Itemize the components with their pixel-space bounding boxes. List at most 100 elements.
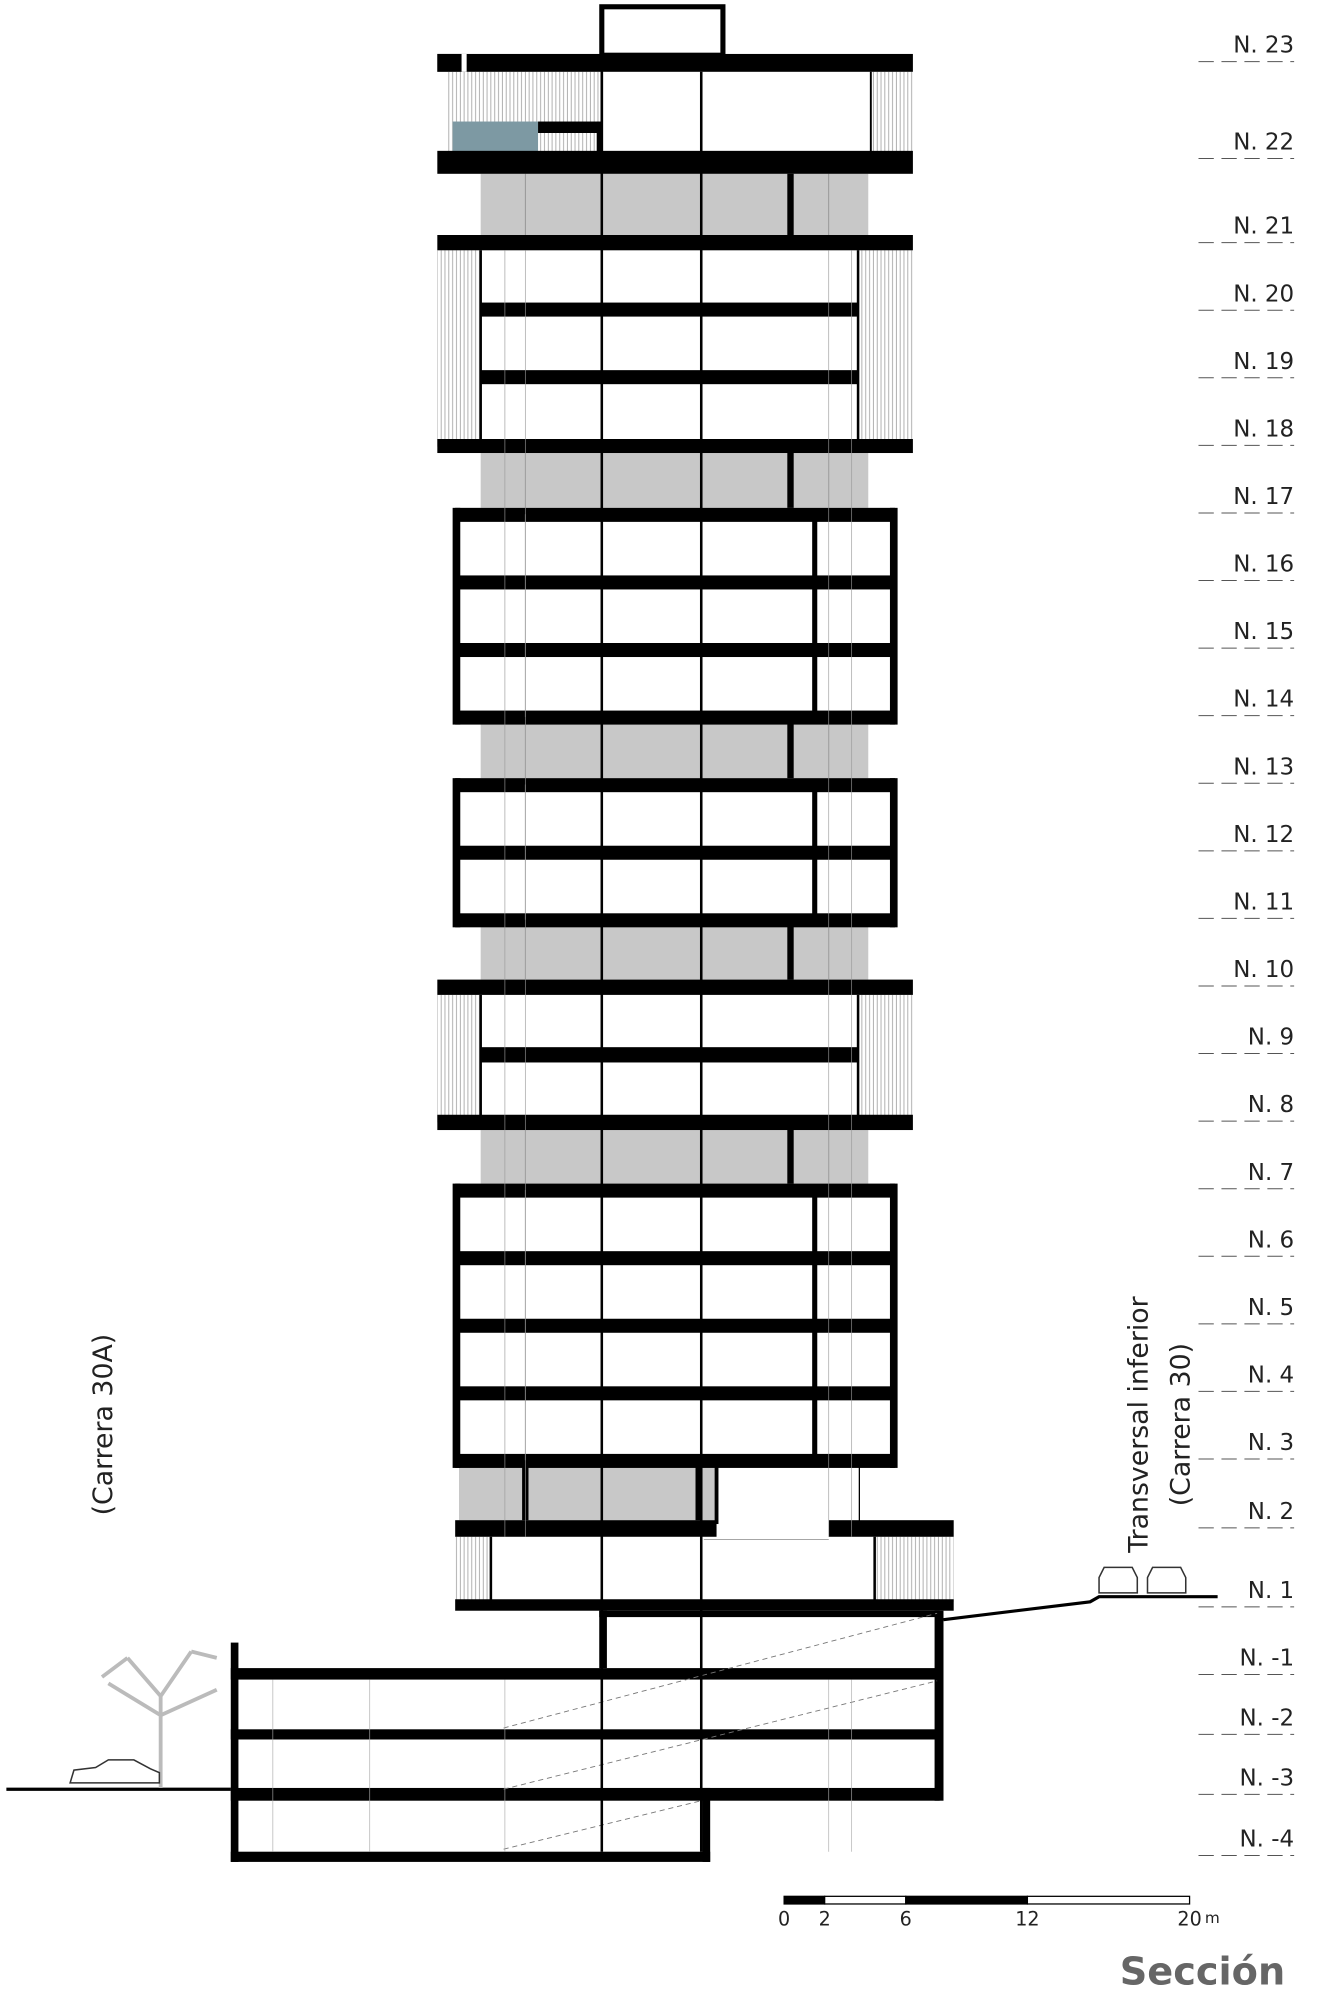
level-label: N. 12	[1233, 822, 1294, 848]
slab	[230, 1642, 239, 1862]
service-band	[480, 714, 869, 779]
service-band	[459, 1464, 717, 1521]
slab	[455, 778, 896, 793]
slab	[455, 1318, 896, 1333]
service-band	[480, 173, 869, 237]
louver	[858, 994, 913, 1123]
scale-tick-label: 12	[1015, 1908, 1039, 1931]
slab	[599, 1610, 940, 1618]
level-label: N. 3	[1248, 1430, 1294, 1456]
service-band	[480, 453, 869, 508]
level-label: N. 11	[1233, 889, 1294, 915]
slab	[889, 1183, 898, 1468]
level-label: N. 22	[1233, 130, 1294, 156]
car	[69, 1759, 161, 1784]
slab	[889, 507, 898, 725]
roof-box	[599, 4, 726, 58]
slab	[455, 1386, 896, 1401]
level-label: N. 6	[1248, 1227, 1294, 1253]
slab	[437, 235, 913, 251]
slab	[702, 1787, 711, 1862]
level-label: N. -4	[1240, 1827, 1295, 1853]
slab	[480, 1047, 859, 1063]
level-label: N. 9	[1248, 1025, 1294, 1051]
slab	[455, 507, 896, 522]
street-label: Transversal inferior	[1123, 1296, 1154, 1553]
slab	[455, 1520, 717, 1537]
louver	[870, 71, 913, 154]
slab	[437, 1114, 913, 1131]
level-label: N. 8	[1248, 1092, 1294, 1118]
louver	[858, 250, 913, 447]
slab	[230, 1729, 940, 1740]
slab	[230, 1668, 940, 1680]
scale-tick-label: 0	[778, 1908, 790, 1931]
slab	[455, 710, 896, 725]
scale-tick-label: 6	[900, 1908, 912, 1931]
service-band	[480, 1130, 869, 1184]
scale-segment	[783, 1895, 826, 1905]
level-label: N. 5	[1248, 1295, 1294, 1321]
service-band	[480, 918, 869, 980]
car	[1098, 1566, 1139, 1594]
tree	[100, 1649, 218, 1788]
slab	[455, 1453, 896, 1468]
level-label: N. 1	[1248, 1578, 1294, 1604]
level-label: N. -1	[1240, 1646, 1295, 1672]
slab	[455, 575, 896, 590]
slab	[452, 507, 461, 725]
level-label: N. 20	[1233, 281, 1294, 307]
level-label: N. 23	[1233, 33, 1294, 59]
slab	[437, 439, 913, 454]
slab	[455, 845, 896, 860]
ramp	[503, 1612, 938, 1729]
street-label: (Carrera 30A)	[88, 1334, 119, 1516]
level-label: N. 2	[1248, 1499, 1294, 1525]
level-label: N. 21	[1233, 214, 1294, 240]
ramp	[503, 1680, 938, 1790]
slab	[596, 121, 602, 154]
louver	[455, 1536, 491, 1602]
slab	[452, 1183, 461, 1468]
level-label: N. 10	[1233, 957, 1294, 983]
car	[1146, 1566, 1187, 1594]
street-label: (Carrera 30)	[1166, 1343, 1197, 1506]
level-label: N. -3	[1240, 1765, 1295, 1791]
slab	[455, 643, 896, 658]
level-label: N. 19	[1233, 349, 1294, 375]
louver	[437, 994, 481, 1123]
slab	[538, 121, 600, 133]
slab	[889, 778, 898, 928]
pool	[452, 121, 539, 154]
slab	[455, 1183, 896, 1198]
drawing-title: Sección	[1120, 1949, 1285, 1994]
slab	[230, 1851, 711, 1862]
slab	[480, 370, 859, 385]
slab	[934, 1610, 944, 1801]
level-label: N. 15	[1233, 619, 1294, 645]
level-label: N. 13	[1233, 754, 1294, 780]
slab	[437, 979, 913, 995]
scale-segment	[824, 1895, 907, 1905]
scale-unit: m	[1205, 1909, 1220, 1927]
level-label: N. -2	[1240, 1705, 1295, 1731]
louver	[874, 1536, 954, 1602]
slab	[455, 913, 896, 928]
louver	[437, 250, 481, 447]
slab	[455, 1599, 954, 1611]
slab	[455, 1251, 896, 1266]
level-label: N. 7	[1248, 1160, 1294, 1186]
slab	[480, 302, 859, 317]
slab	[437, 150, 913, 174]
scale-segment	[905, 1895, 1029, 1905]
level-label: N. 4	[1248, 1363, 1294, 1389]
scale-tick-label: 2	[819, 1908, 831, 1931]
ground	[943, 1595, 1218, 1622]
level-label: N. 17	[1233, 484, 1294, 510]
level-label: N. 16	[1233, 552, 1294, 578]
slab	[828, 1520, 954, 1537]
slab	[437, 53, 913, 72]
slab	[437, 53, 462, 72]
slab	[452, 778, 461, 928]
